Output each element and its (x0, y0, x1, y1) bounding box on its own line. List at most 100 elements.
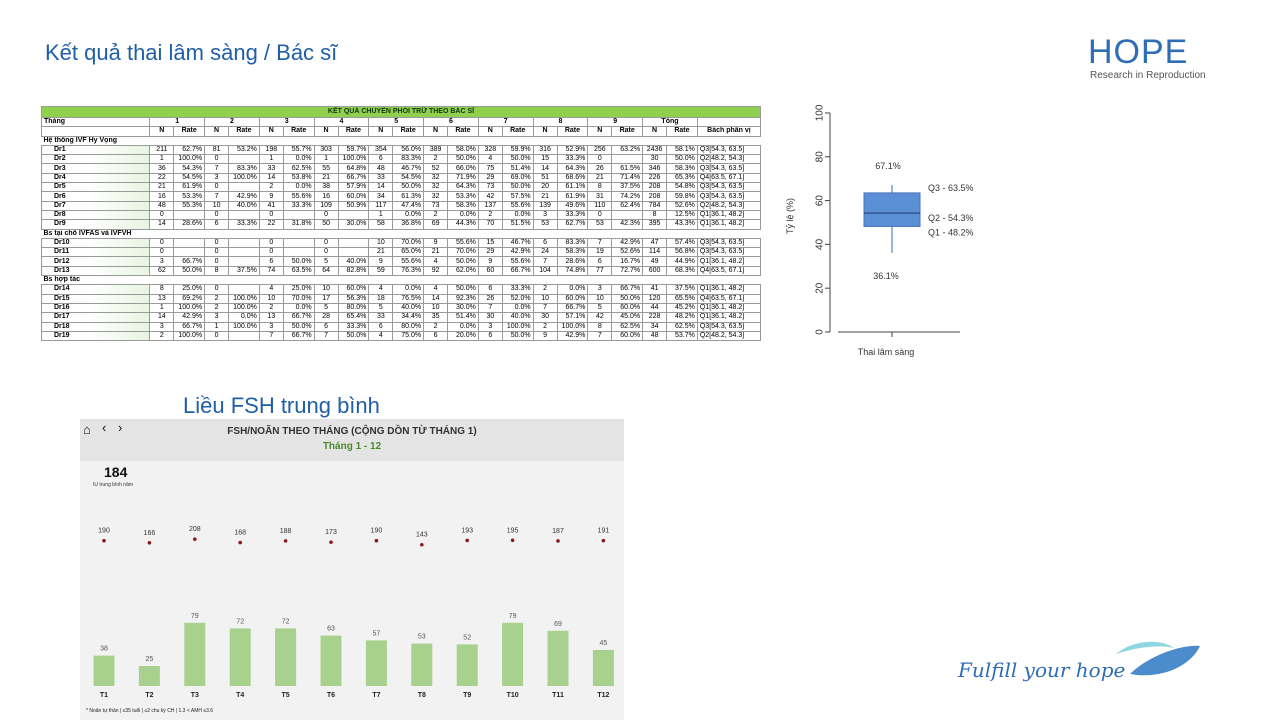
n-header: N (423, 126, 449, 137)
n-cell: 30 (477, 312, 503, 323)
rate-header: Rate (611, 126, 644, 137)
n-cell: 0 (149, 247, 175, 258)
rate-cell: 45.2% (666, 302, 698, 314)
rate-cell: 50.0% (447, 154, 479, 165)
fsh-section-title: Liều FSH trung bình (183, 393, 380, 418)
n-cell: 6 (368, 321, 394, 332)
dot-point (374, 538, 379, 543)
rate-cell: 62.0% (447, 265, 479, 277)
n-cell: 55 (313, 163, 339, 174)
month-header-7: 7 (477, 116, 534, 128)
rate-cell: 100.0% (228, 321, 260, 332)
rate-cell: 100.0% (228, 172, 260, 184)
rate-cell: 36.8% (392, 219, 425, 230)
bar (411, 643, 433, 686)
rate-cell: 70.0% (282, 293, 315, 304)
n-cell: 22 (149, 172, 175, 184)
rate-cell: 58.1% (666, 144, 698, 156)
bar (592, 650, 614, 686)
rate-cell: 60.0% (611, 302, 644, 314)
rate-cell: 53.7% (666, 330, 698, 342)
rate-cell: 56.8% (666, 247, 698, 258)
n-cell: 9 (423, 237, 449, 249)
n-header: N (313, 126, 339, 137)
x-tick-label: T3 (191, 692, 199, 699)
dot-data-label: 168 (234, 530, 246, 537)
rate-cell (228, 247, 260, 258)
n-cell: 2 (258, 302, 284, 314)
doctor-name: Dr18 (40, 321, 151, 332)
table-row: Dr12 3 66.7% 0 6 50.0% 5 40.0% 9 55.6% 4 50.0% 9 55.6… (40, 256, 762, 267)
n-cell: 30 (642, 154, 668, 165)
n-cell: 3 (477, 321, 503, 332)
rate-cell: 60.0% (337, 191, 370, 202)
n-cell: 15 (477, 237, 503, 249)
bar-data-label: 63 (327, 626, 335, 633)
x-tick-label: T5 (282, 692, 290, 699)
percentile-cell: Q1[36.1, 48.2] (696, 256, 762, 267)
rate-cell: 30.0% (337, 219, 370, 230)
table-row: Dr10 0 0 0 0 10 70.0% 9 55.6% 15 46.7% 6 83.3% 7 42.9%… (40, 237, 762, 249)
rate-cell: 62.7% (556, 219, 589, 230)
n-cell: 26 (477, 293, 503, 304)
n-cell: 22 (258, 219, 284, 230)
rate-cell: 50.0% (666, 154, 698, 165)
doctor-name: Dr10 (40, 237, 151, 249)
n-cell: 0 (258, 209, 284, 221)
rate-cell: 50.0% (501, 182, 534, 193)
month-header-6: 6 (423, 116, 479, 128)
rate-cell: 61.5% (611, 163, 644, 174)
n-cell: 21 (587, 172, 613, 184)
n-cell: 2 (423, 154, 449, 165)
n-cell: 14 (532, 163, 558, 174)
bar (456, 644, 478, 686)
x-tick-label: T2 (145, 692, 153, 699)
table-row: Dr15 13 69.2% 2 100.0% 10 70.0% 17 56.3% 18 76.5% 1… (40, 293, 762, 304)
n-cell: 9 (368, 256, 394, 267)
n-cell: 256 (587, 144, 613, 156)
rate-cell: 100.0% (173, 154, 206, 165)
n-cell: 208 (642, 191, 668, 202)
dot-data-label: 195 (507, 527, 519, 534)
rate-cell: 55.6% (392, 256, 425, 267)
bar-data-label: 38 (100, 646, 108, 653)
n-cell: 69 (423, 219, 449, 230)
n-header: N (258, 126, 284, 137)
n-cell: 7 (313, 330, 339, 342)
rate-cell: 62.5% (611, 321, 644, 332)
table-row: Dr16 1 100.0% 2 100.0% 2 0.0% 5 80.0% 5 40.0% 10 30.… (40, 302, 762, 314)
rate-cell: 0.0% (447, 321, 479, 332)
chevron-left-icon[interactable]: ‹ (102, 420, 107, 435)
rate-cell: 62.5% (666, 321, 698, 332)
n-cell: 211 (149, 144, 175, 156)
rate-cell: 37.5% (666, 284, 698, 295)
rate-cell: 80.0% (337, 302, 370, 314)
rate-cell: 69.0% (501, 172, 534, 184)
n-cell: 47 (642, 237, 668, 249)
n-cell: 20 (532, 182, 558, 193)
n-cell: 303 (313, 144, 339, 156)
rate-cell: 50.0% (611, 293, 644, 304)
n-cell: 10 (532, 293, 558, 304)
n-cell: 10 (587, 293, 613, 304)
rate-cell (282, 247, 315, 258)
n-cell: 0 (204, 330, 230, 342)
home-icon[interactable]: ⌂ (83, 422, 91, 437)
rate-cell: 0.0% (392, 209, 425, 221)
group-label: Hệ thống IVF Hy Vọng (41, 135, 761, 146)
x-tick-label: T11 (552, 692, 564, 699)
n-cell: 4 (368, 330, 394, 342)
bar-data-label: 72 (236, 618, 244, 625)
n-cell: 5 (587, 302, 613, 314)
q1-label: Q1 - 48.2% (928, 227, 974, 237)
rate-cell: 33.3% (556, 154, 589, 165)
rate-cell: 48.2% (666, 312, 698, 323)
n-cell: 14 (149, 219, 175, 230)
doctor-name: Dr9 (40, 219, 151, 230)
percentile-cell: Q3[54.3, 63.5] (696, 144, 762, 156)
rate-cell: 50.0% (282, 256, 315, 267)
chevron-right-icon[interactable]: › (118, 420, 123, 435)
table-row: Dr6 16 53.3% 7 42.9% 9 55.6% 16 60.0% 34 61.3% 32 53… (40, 191, 762, 202)
rate-cell: 52.6% (611, 247, 644, 258)
n-cell: 19 (587, 247, 613, 258)
